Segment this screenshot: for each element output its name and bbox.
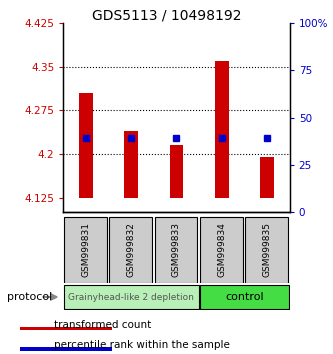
Bar xyxy=(64,285,199,309)
Bar xyxy=(170,145,183,198)
Bar xyxy=(245,217,288,282)
Text: GSM999831: GSM999831 xyxy=(81,222,91,277)
Bar xyxy=(110,217,152,282)
Bar xyxy=(199,285,289,309)
Bar xyxy=(79,93,93,198)
Bar xyxy=(20,348,112,351)
Bar xyxy=(260,157,274,198)
Bar xyxy=(155,217,197,282)
Bar xyxy=(64,217,107,282)
Text: GSM999834: GSM999834 xyxy=(217,222,226,277)
Text: GSM999835: GSM999835 xyxy=(262,222,272,277)
Text: GSM999833: GSM999833 xyxy=(172,222,181,277)
Text: GSM999832: GSM999832 xyxy=(127,222,136,277)
Bar xyxy=(200,217,243,282)
Bar xyxy=(125,131,138,198)
Text: protocol: protocol xyxy=(7,292,52,302)
Text: GDS5113 / 10498192: GDS5113 / 10498192 xyxy=(92,9,241,23)
Text: percentile rank within the sample: percentile rank within the sample xyxy=(54,340,230,350)
Bar xyxy=(20,327,112,330)
Text: control: control xyxy=(225,292,264,302)
Text: Grainyhead-like 2 depletion: Grainyhead-like 2 depletion xyxy=(68,292,194,302)
Text: transformed count: transformed count xyxy=(54,320,151,330)
Bar xyxy=(215,61,228,198)
